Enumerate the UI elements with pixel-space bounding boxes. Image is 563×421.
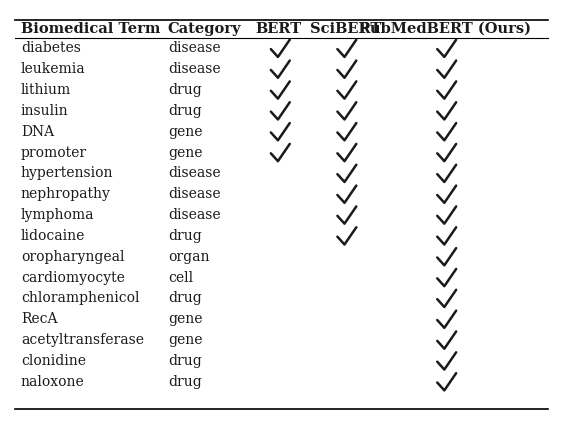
Text: drug: drug: [168, 291, 202, 305]
Text: drug: drug: [168, 375, 202, 389]
Text: oropharyngeal: oropharyngeal: [21, 250, 124, 264]
Text: gene: gene: [168, 312, 202, 326]
Text: chloramphenicol: chloramphenicol: [21, 291, 139, 305]
Text: naloxone: naloxone: [21, 375, 84, 389]
Text: DNA: DNA: [21, 125, 54, 139]
Text: drug: drug: [168, 354, 202, 368]
Text: disease: disease: [168, 208, 221, 222]
Text: gene: gene: [168, 333, 202, 347]
Text: leukemia: leukemia: [21, 62, 86, 76]
Text: BERT: BERT: [256, 22, 302, 36]
Text: gene: gene: [168, 146, 202, 160]
Text: cell: cell: [168, 271, 193, 285]
Text: diabetes: diabetes: [21, 41, 81, 55]
Text: drug: drug: [168, 104, 202, 118]
Text: SciBERT: SciBERT: [310, 22, 381, 36]
Text: disease: disease: [168, 187, 221, 201]
Text: disease: disease: [168, 166, 221, 180]
Text: nephropathy: nephropathy: [21, 187, 111, 201]
Text: gene: gene: [168, 125, 202, 139]
Text: hypertension: hypertension: [21, 166, 113, 180]
Text: cardiomyocyte: cardiomyocyte: [21, 271, 124, 285]
Text: lymphoma: lymphoma: [21, 208, 95, 222]
Text: disease: disease: [168, 62, 221, 76]
Text: disease: disease: [168, 41, 221, 55]
Text: Biomedical Term: Biomedical Term: [21, 22, 160, 36]
Text: PubMedBERT (Ours): PubMedBERT (Ours): [359, 22, 531, 36]
Text: Category: Category: [168, 22, 242, 36]
Text: acetyltransferase: acetyltransferase: [21, 333, 144, 347]
Text: lithium: lithium: [21, 83, 71, 97]
Text: clonidine: clonidine: [21, 354, 86, 368]
Text: drug: drug: [168, 83, 202, 97]
Text: lidocaine: lidocaine: [21, 229, 85, 243]
Text: insulin: insulin: [21, 104, 69, 118]
Text: organ: organ: [168, 250, 209, 264]
Text: promoter: promoter: [21, 146, 87, 160]
Text: drug: drug: [168, 229, 202, 243]
Text: RecA: RecA: [21, 312, 57, 326]
